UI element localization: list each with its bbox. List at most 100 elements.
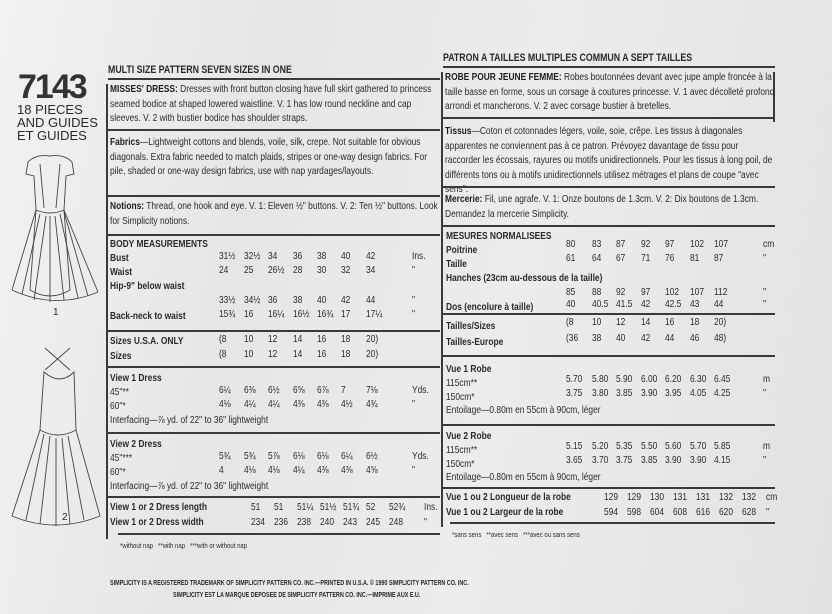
measurement-value: 6¼ — [219, 384, 231, 396]
row-label: Bust — [110, 252, 129, 264]
measurement-value: 44 — [665, 332, 675, 344]
pieces-count: 18 PIECES — [17, 102, 83, 117]
right-footnote: *sans sens **avec sens ***avec ou sans s… — [452, 530, 580, 539]
divider — [443, 487, 775, 489]
divider — [450, 522, 775, 524]
measurement-value: 26½ — [268, 264, 285, 276]
view-1-dress-sketch — [11, 155, 99, 302]
measurement-value: 131 — [673, 491, 688, 503]
measurement-value: 80 — [566, 238, 576, 250]
view-2-dress-sketch — [11, 347, 101, 526]
measurement-value: 16¾ — [317, 308, 334, 320]
measurement-value: 52 — [366, 501, 376, 513]
measurement-value: 32 — [341, 264, 351, 276]
measurement-value: 4¾ — [366, 398, 378, 410]
measurement-value: 5.60 — [665, 440, 682, 452]
measurement-value: 620 — [719, 506, 734, 518]
measurement-value: 20) — [714, 316, 727, 328]
measurement-value: 5.15 — [566, 440, 583, 452]
unit-label: " — [412, 294, 415, 306]
measurement-value: 130 — [650, 491, 665, 503]
right-fabrics: Tissus—Coton et cotonnades légers, voile… — [445, 124, 775, 197]
measurement-value: 4¼ — [268, 398, 280, 410]
measurement-value: 112 — [714, 286, 728, 298]
measurement-value: 5.50 — [641, 440, 658, 452]
measurement-value: 52¾ — [389, 501, 406, 513]
measurement-value: 30 — [317, 264, 327, 276]
row-label: Vue 1 ou 2 Largeur de la robe — [446, 506, 564, 518]
measurement-value: 129 — [627, 491, 642, 503]
measurement-value: 46 — [690, 332, 700, 344]
measurement-value: 236 — [274, 516, 289, 528]
measurement-value: 6.30 — [690, 373, 707, 385]
measurement-value: 3.95 — [665, 387, 682, 399]
measurement-value: 40 — [317, 294, 327, 306]
row-label: Entoilage—0.80m en 55cm à 90cm, léger — [446, 471, 601, 483]
row-label: 150cm* — [446, 458, 475, 470]
divider — [108, 496, 440, 498]
measurement-value: 15¾ — [219, 308, 236, 320]
measurement-value: 240 — [320, 516, 335, 528]
measurement-value: 7 — [341, 384, 346, 396]
row-label: Vue 1 Robe — [446, 363, 492, 375]
measurement-value: 132 — [719, 491, 734, 503]
measurement-value: 83 — [592, 238, 602, 250]
measurement-value: (8 — [219, 333, 227, 345]
measurement-value: 3.80 — [592, 387, 609, 399]
measurement-value: 132 — [742, 491, 757, 503]
unit-label: " — [412, 464, 415, 476]
measurement-value: (8 — [219, 348, 227, 360]
measurement-value: 4⅜ — [293, 398, 305, 410]
measurement-value: 20) — [366, 333, 379, 345]
measurement-value: 14 — [293, 333, 303, 345]
row-label: View 1 or 2 Dress width — [110, 516, 204, 528]
measurement-value: 40.5 — [592, 298, 609, 310]
notions-label: Mercerie: — [445, 193, 483, 205]
measurement-value: 7⅛ — [366, 384, 378, 396]
measurement-value: 38 — [317, 250, 327, 262]
measurement-value: 34½ — [244, 294, 261, 306]
measurement-value: 61 — [566, 252, 576, 264]
measurement-value: 42.5 — [665, 298, 682, 310]
left-border — [106, 84, 108, 539]
measurement-value: 238 — [297, 516, 312, 528]
measurement-value: 5¾ — [219, 450, 231, 462]
measurement-value: 4⅜ — [317, 398, 329, 410]
row-label: View 1 Dress — [110, 372, 162, 384]
divider — [108, 195, 440, 197]
measurement-value: 6½ — [268, 384, 280, 396]
row-label: View 2 Dress — [110, 438, 162, 450]
row-label: Sizes U.S.A. ONLY — [110, 335, 184, 347]
measurement-value: 14 — [293, 348, 303, 360]
measurement-value: 4⅜ — [341, 464, 353, 476]
measurement-value: 3.85 — [616, 387, 633, 399]
divider — [108, 330, 440, 332]
unit-label: " — [766, 506, 769, 518]
measurement-value: 4¼ — [244, 398, 256, 410]
measurement-value: 42 — [366, 250, 376, 262]
measurement-value: 6.20 — [665, 373, 682, 385]
measurement-value: 44 — [714, 298, 724, 310]
measurement-value: 40 — [341, 250, 351, 262]
right-border — [773, 72, 775, 122]
measurement-value: 3.65 — [566, 454, 583, 466]
left-fabrics: Fabrics—Lightweight cottons and blends, … — [110, 135, 440, 179]
unit-label: " — [763, 387, 766, 399]
measurement-value: 16¼ — [268, 308, 285, 320]
measurement-value: 5.70 — [566, 373, 583, 385]
fabrics-label: Fabrics — [110, 136, 140, 148]
measurement-value: 40 — [616, 332, 626, 344]
measurement-value: 28 — [293, 264, 303, 276]
measurement-value: 5.20 — [592, 440, 609, 452]
row-label: 45"*** — [110, 452, 133, 464]
divider — [443, 66, 775, 68]
measurement-value: 107 — [714, 238, 729, 250]
measurement-value: 3.85 — [641, 454, 658, 466]
measurement-value: (36 — [566, 332, 579, 344]
unit-label: m — [763, 373, 770, 385]
measurement-value: 5.70 — [690, 440, 707, 452]
unit-label: cm — [763, 238, 775, 250]
measurement-value: 36 — [268, 294, 278, 306]
divider — [443, 117, 775, 119]
mesures-heading: MESURES NORMALISEES — [446, 230, 552, 242]
